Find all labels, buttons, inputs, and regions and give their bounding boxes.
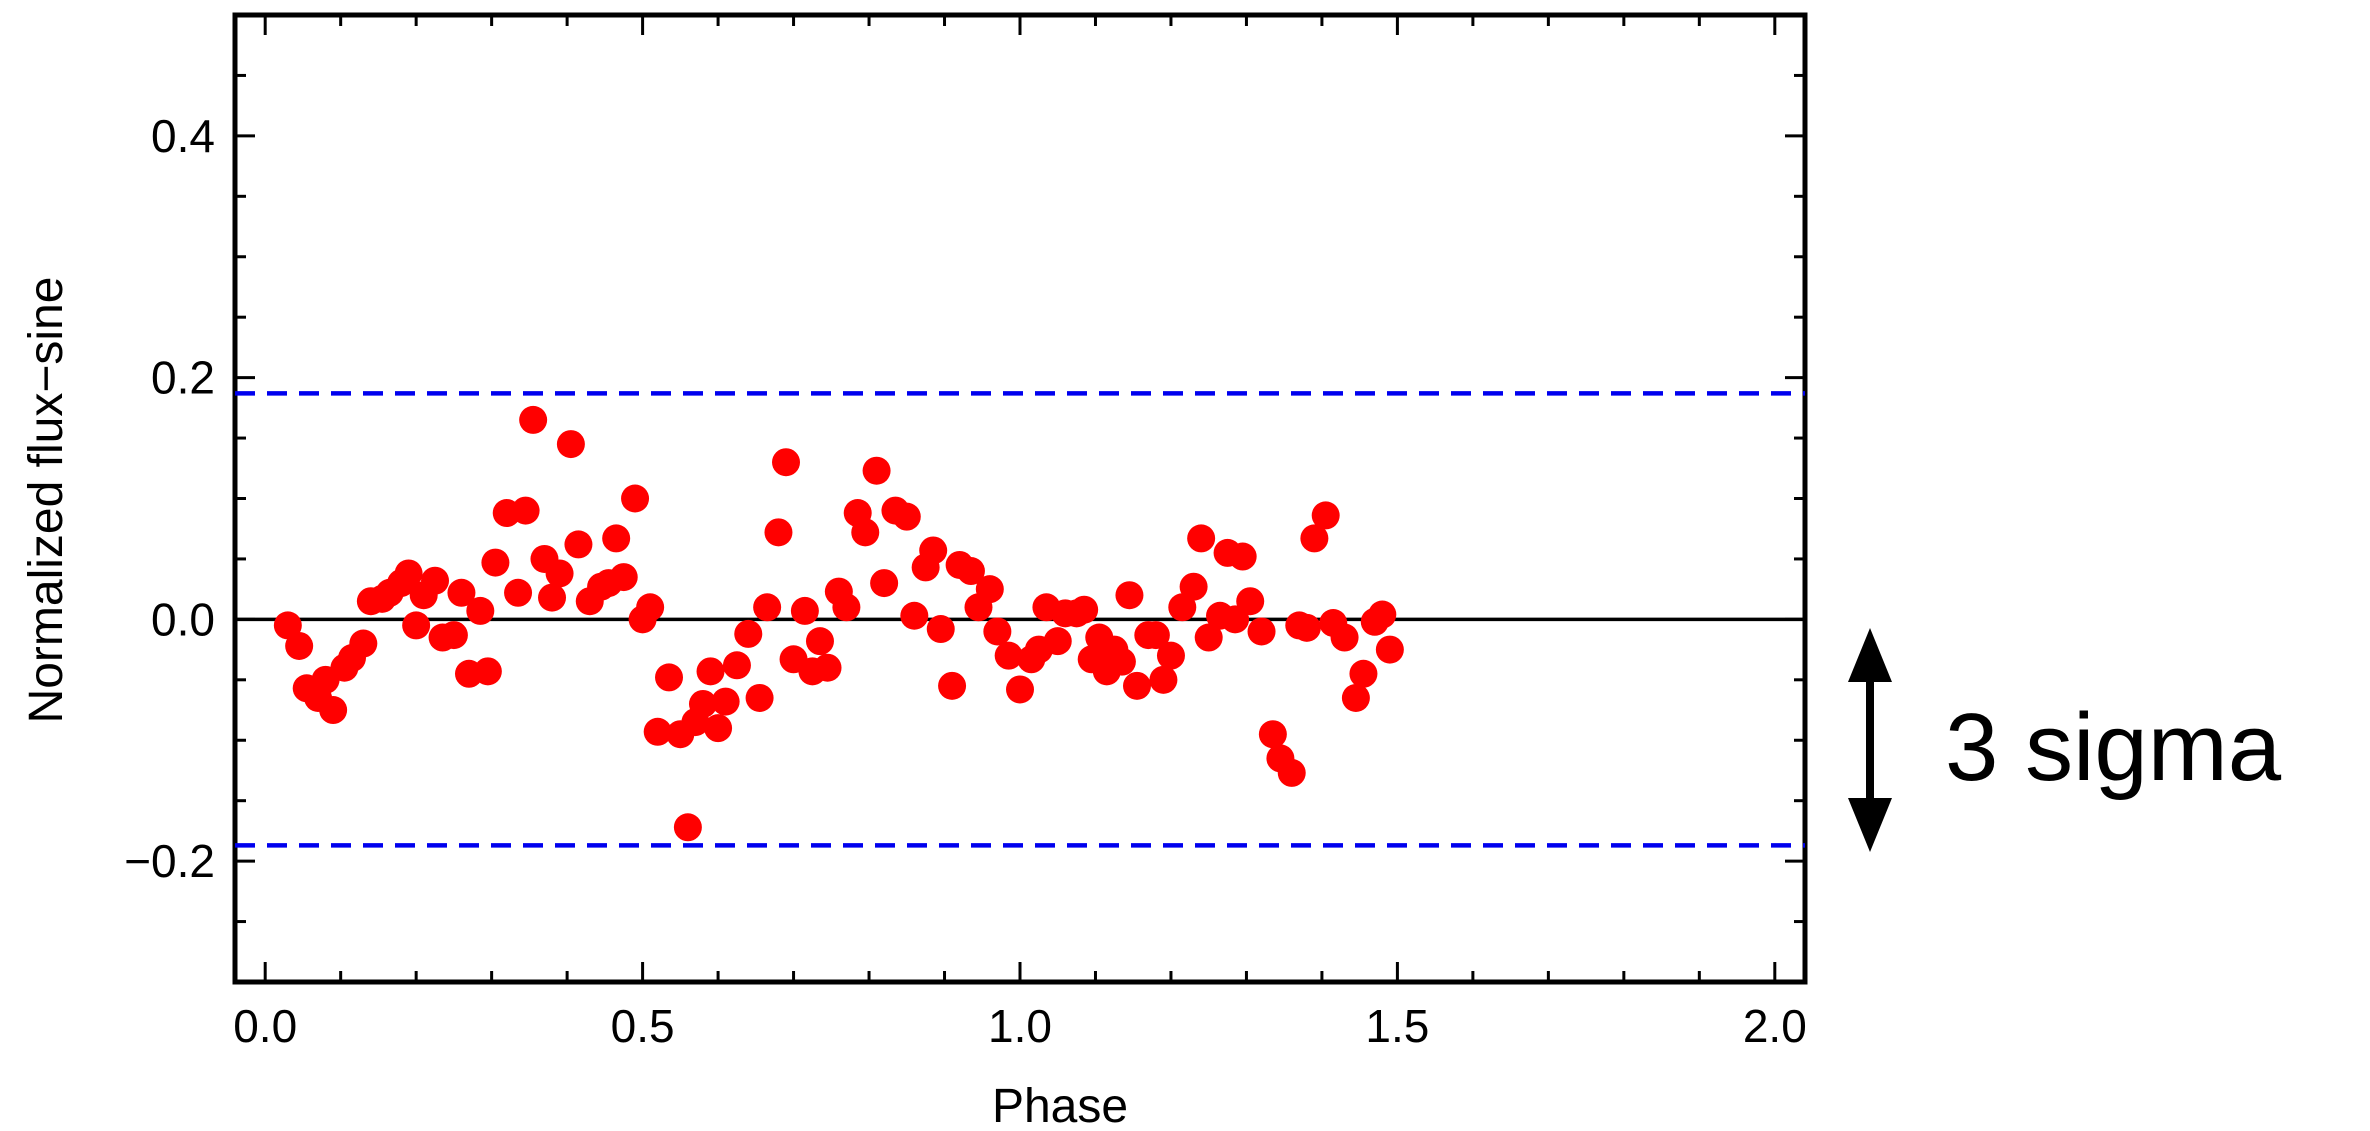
data-point xyxy=(1277,758,1306,787)
data-point xyxy=(1375,635,1404,664)
data-point xyxy=(753,593,782,622)
data-point xyxy=(1300,524,1329,553)
data-point xyxy=(813,653,842,682)
data-point xyxy=(473,657,502,686)
data-point xyxy=(734,619,763,648)
data-point xyxy=(511,496,540,525)
reference-lines-layer xyxy=(235,391,1805,848)
plot-frame-layer xyxy=(232,12,1808,985)
data-point xyxy=(447,578,476,607)
data-point xyxy=(1194,623,1223,652)
data-point xyxy=(983,617,1012,646)
data-point xyxy=(772,448,801,477)
axis-ticks-layer: 0.0 0.5 1.0 1.5 2.0 −0.2 0.0 0.2 0.4 xyxy=(124,13,1807,1052)
data-point xyxy=(1107,647,1136,676)
data-point xyxy=(1156,641,1185,670)
data-point xyxy=(1179,572,1208,601)
data-point xyxy=(1311,501,1340,530)
data-point xyxy=(938,671,967,700)
data-point xyxy=(722,651,751,680)
data-point xyxy=(1115,581,1144,610)
data-point xyxy=(1070,595,1099,624)
data-point xyxy=(349,629,378,658)
data-point xyxy=(892,502,921,531)
data-point xyxy=(832,593,861,622)
data-point xyxy=(439,621,468,650)
data-point xyxy=(1168,593,1197,622)
data-point xyxy=(673,813,702,842)
y-tick-label: 0.4 xyxy=(151,110,215,162)
y-axis-title: Normalized flux−sine xyxy=(20,277,73,724)
x-tick-label: 2.0 xyxy=(1743,1000,1807,1052)
three-sigma-label: 3 sigma xyxy=(1945,694,2282,801)
data-points-layer xyxy=(273,405,1404,842)
three-sigma-arrow-icon xyxy=(1848,628,1892,852)
data-point xyxy=(1258,720,1287,749)
data-point xyxy=(466,596,495,625)
y-tick-label: −0.2 xyxy=(124,835,215,887)
data-point xyxy=(481,548,510,577)
data-point xyxy=(519,405,548,434)
x-tick-label: 1.5 xyxy=(1365,1000,1429,1052)
data-point xyxy=(545,559,574,588)
data-point xyxy=(862,456,891,485)
data-point xyxy=(609,563,638,592)
data-point xyxy=(1247,617,1276,646)
data-point xyxy=(1341,683,1370,712)
data-point xyxy=(1043,627,1072,656)
data-point xyxy=(688,689,717,718)
data-point xyxy=(956,557,985,586)
x-tick-label: 0.5 xyxy=(611,1000,675,1052)
data-point xyxy=(696,657,725,686)
y-tick-label: 0.2 xyxy=(151,352,215,404)
data-point xyxy=(851,518,880,547)
data-point xyxy=(704,714,733,743)
y-tick-label: 0.0 xyxy=(151,593,215,645)
data-point xyxy=(655,663,684,692)
x-tick-label: 1.0 xyxy=(988,1000,1052,1052)
data-point xyxy=(538,583,567,612)
data-point xyxy=(421,566,450,595)
data-point xyxy=(285,631,314,660)
data-point xyxy=(636,593,665,622)
data-point xyxy=(556,430,585,459)
x-tick-label: 0.0 xyxy=(233,1000,297,1052)
data-point xyxy=(926,615,955,644)
data-point xyxy=(1122,671,1151,700)
data-point xyxy=(1141,621,1170,650)
data-point xyxy=(1006,675,1034,704)
data-point xyxy=(504,578,533,607)
data-point xyxy=(602,524,631,553)
data-point xyxy=(564,530,593,559)
data-point xyxy=(1236,587,1265,616)
data-point xyxy=(1349,659,1378,688)
data-point xyxy=(643,717,672,746)
data-point xyxy=(994,641,1023,670)
data-point xyxy=(1292,613,1321,642)
data-point xyxy=(1330,623,1359,652)
data-point xyxy=(402,611,431,640)
data-point xyxy=(319,696,348,725)
data-point xyxy=(919,536,948,565)
data-point xyxy=(870,569,899,598)
data-point xyxy=(790,596,819,625)
data-point xyxy=(745,683,774,712)
data-point xyxy=(711,687,740,716)
data-point xyxy=(805,627,834,656)
x-axis-title: Phase xyxy=(992,1080,1128,1131)
data-point xyxy=(1149,665,1178,694)
data-point xyxy=(1368,600,1397,629)
data-point xyxy=(394,559,423,588)
data-point xyxy=(1228,542,1257,571)
data-point xyxy=(273,611,302,640)
data-point xyxy=(764,518,793,547)
data-point xyxy=(900,601,929,630)
data-point xyxy=(1187,524,1216,553)
data-point xyxy=(621,484,650,513)
data-point xyxy=(975,575,1004,604)
plot-frame xyxy=(232,12,1808,985)
